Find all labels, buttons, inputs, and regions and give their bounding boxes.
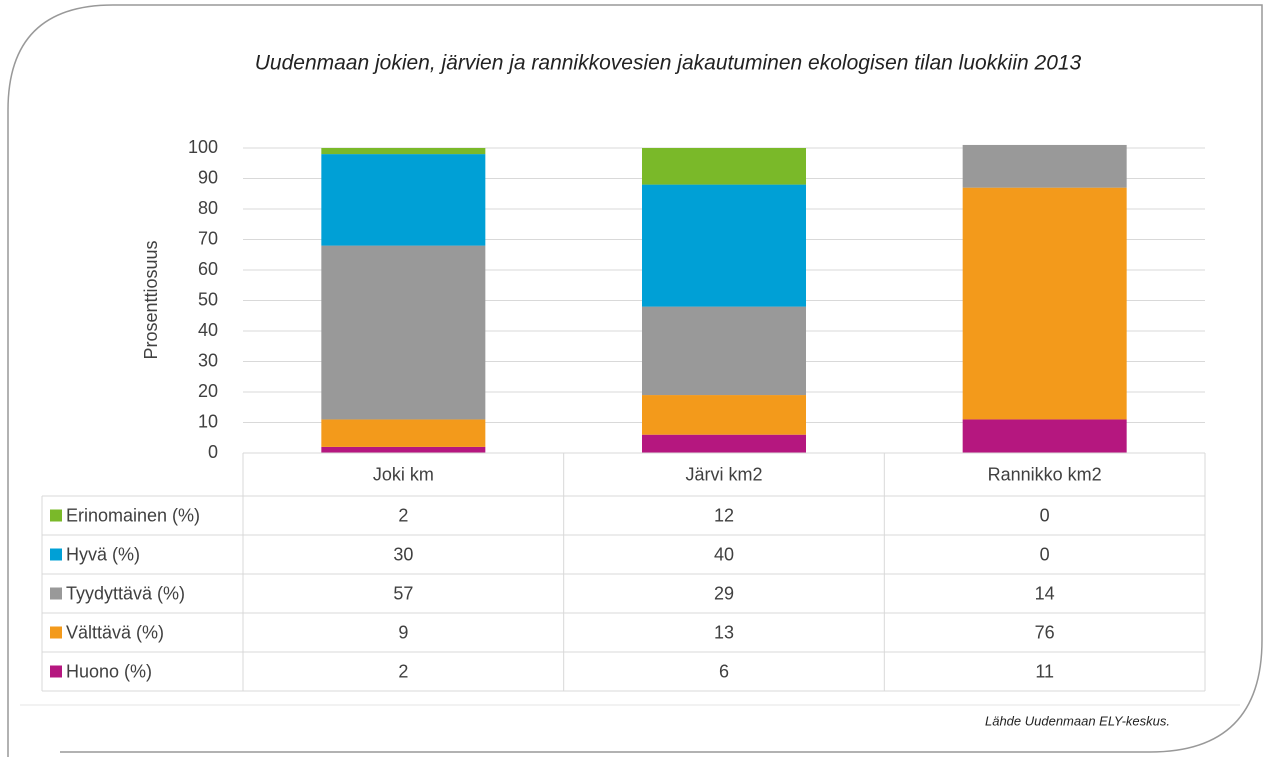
bar-segment xyxy=(321,446,486,453)
legend-label: Erinomainen (%) xyxy=(66,505,200,525)
legend-swatch xyxy=(50,509,62,522)
chart-title: Uudenmaan jokien, järvien ja rannikkoves… xyxy=(255,52,1082,75)
frame xyxy=(7,4,1263,757)
x-tick-label: Järvi km2 xyxy=(685,464,762,484)
table-cell: 2 xyxy=(398,505,408,525)
table-cell: 0 xyxy=(1040,505,1050,525)
table-cell: 9 xyxy=(398,622,408,642)
legend-label: Hyvä (%) xyxy=(66,544,140,564)
y-tick-label: 50 xyxy=(198,289,218,309)
y-tick-label: 10 xyxy=(198,411,218,431)
legend-swatch xyxy=(50,626,62,639)
legend-label: Välttävä (%) xyxy=(66,622,164,642)
legend-swatch xyxy=(50,665,62,678)
table-cell: 12 xyxy=(714,505,734,525)
table-cell: 14 xyxy=(1035,583,1055,603)
table-cell: 13 xyxy=(714,622,734,642)
y-tick-label: 60 xyxy=(198,259,218,279)
source: Lähde Uudenmaan ELY-keskus. xyxy=(985,713,1170,728)
legend-label: Tyydyttävä (%) xyxy=(66,583,185,603)
bar-segment xyxy=(642,434,806,453)
table-cell: 76 xyxy=(1035,622,1055,642)
y-tick-label: 80 xyxy=(198,198,218,218)
table-cell: 40 xyxy=(714,544,734,564)
table-cell: 6 xyxy=(719,661,729,681)
y-tick-label: 0 xyxy=(208,442,218,462)
y-tick-label: 100 xyxy=(188,137,218,157)
bar-segment xyxy=(642,184,806,307)
bar-segment xyxy=(962,419,1127,453)
table-cell: 57 xyxy=(393,583,413,603)
legend-swatch xyxy=(50,587,62,600)
table-cell: 2 xyxy=(398,661,408,681)
x-tick-label: Joki km xyxy=(373,464,434,484)
table-cell: 29 xyxy=(714,583,734,603)
bar-segment xyxy=(321,245,486,420)
bar-segment xyxy=(642,395,806,435)
bar-segment xyxy=(642,148,806,185)
y-tick-label: 30 xyxy=(198,350,218,370)
bar-segment xyxy=(962,144,1127,188)
legend-swatch xyxy=(50,548,62,561)
y-axis-label: Prosenttiosuus xyxy=(141,240,161,359)
y-tick-label: 70 xyxy=(198,228,218,248)
bar-segment xyxy=(321,419,486,447)
table-cell: 11 xyxy=(1035,661,1054,681)
bar-segment xyxy=(321,148,486,155)
table-cell: 30 xyxy=(393,544,413,564)
x-tick-label: Rannikko km2 xyxy=(988,464,1102,484)
y-tick-label: 90 xyxy=(198,167,218,187)
legend-label: Huono (%) xyxy=(66,661,152,681)
y-tick-label: 40 xyxy=(198,320,218,340)
bar-segment xyxy=(962,187,1127,420)
y-tick-label: 20 xyxy=(198,381,218,401)
table-cell: 0 xyxy=(1040,544,1050,564)
bar-segment xyxy=(642,306,806,396)
bar-segment xyxy=(321,154,486,246)
